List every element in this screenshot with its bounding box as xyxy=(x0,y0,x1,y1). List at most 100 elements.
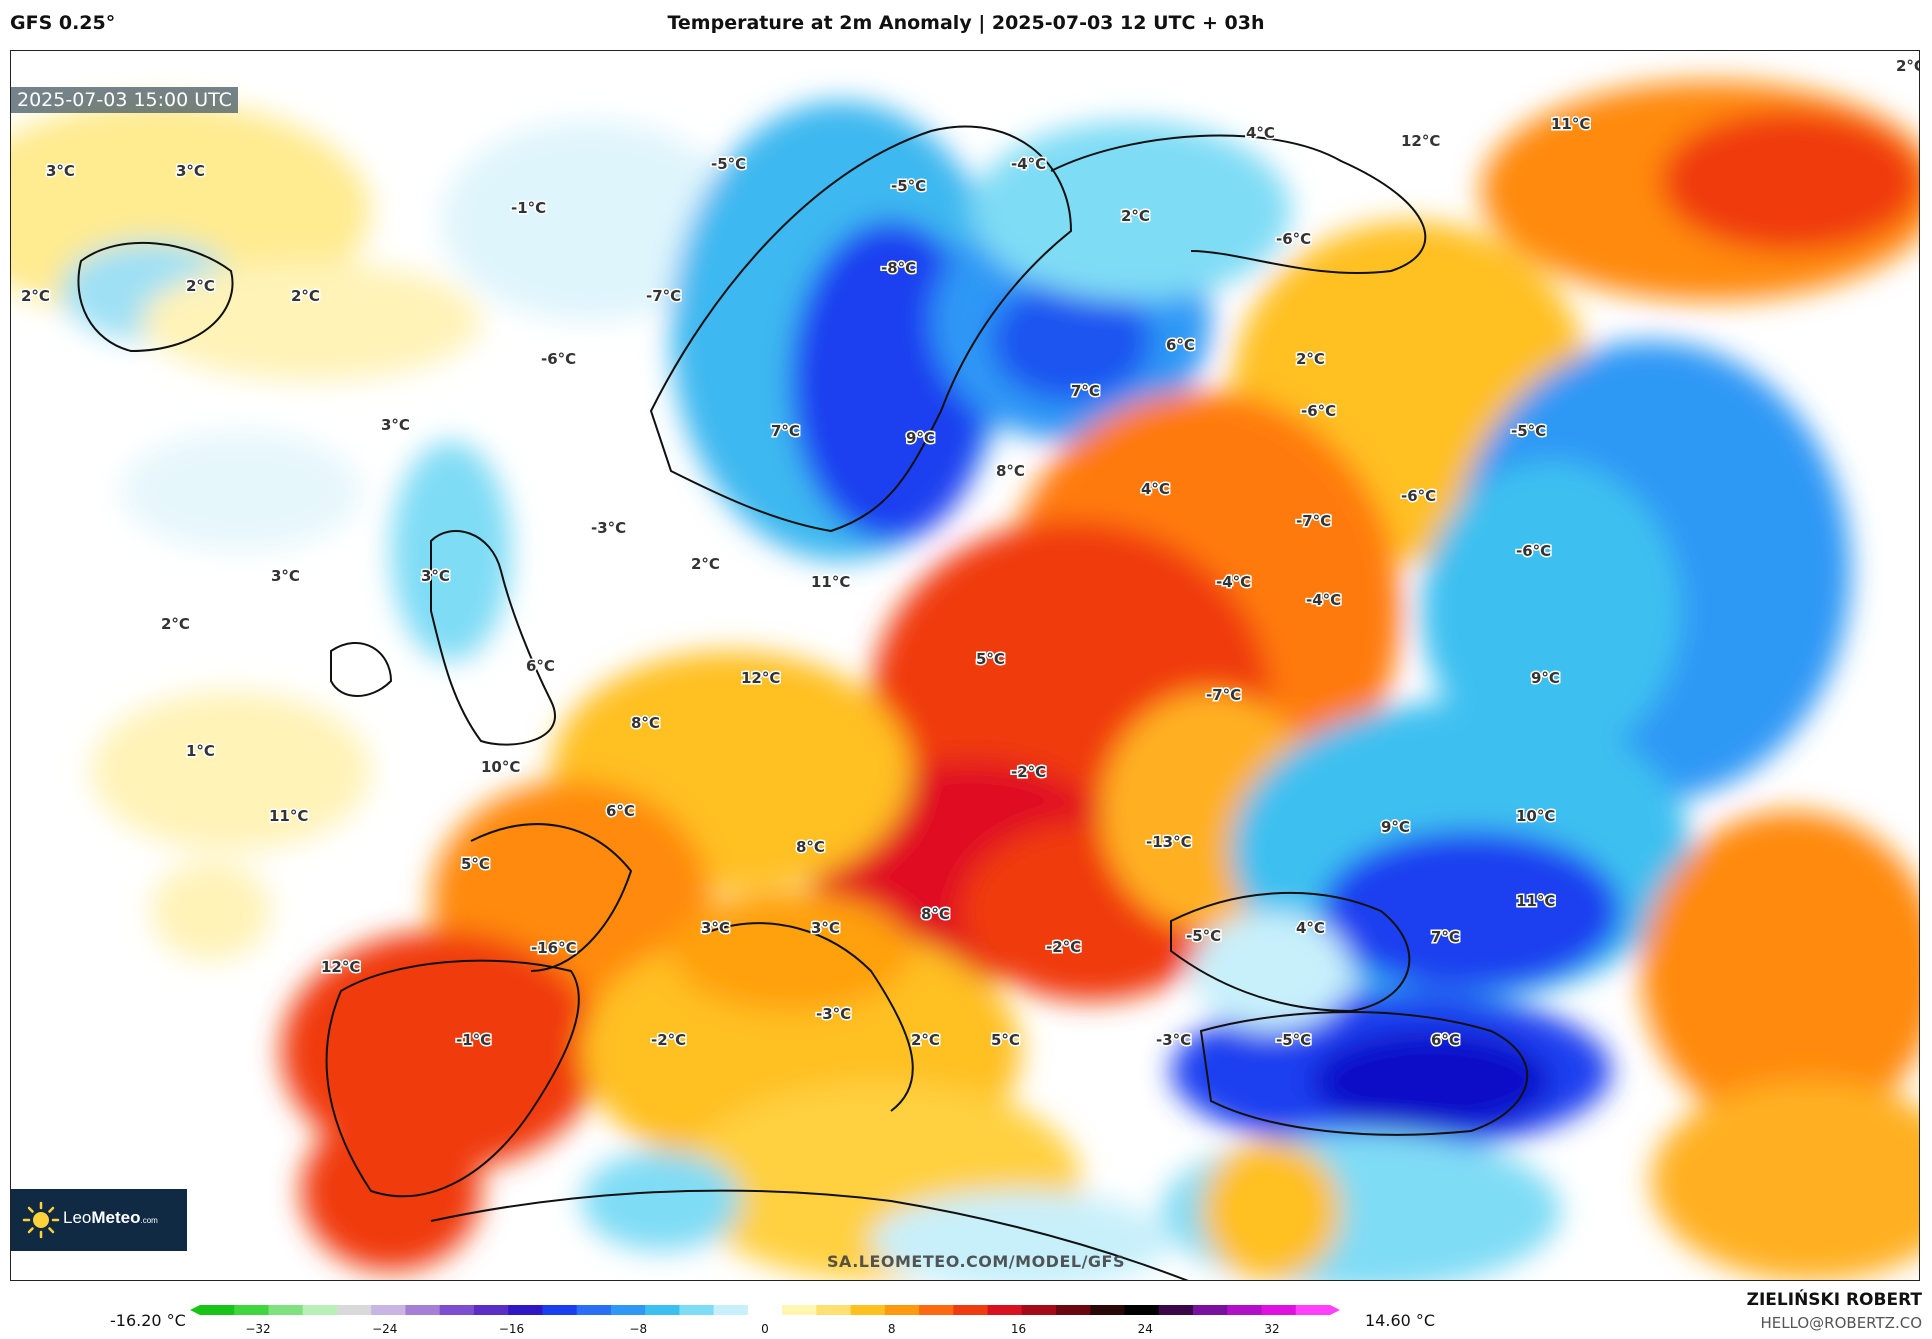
colorbar xyxy=(190,1305,1340,1315)
temperature-label: 8°C xyxy=(796,838,825,856)
colorbar-segment xyxy=(576,1305,612,1315)
colorbar-tick-label: −8 xyxy=(629,1322,648,1336)
temperature-label: 10°C xyxy=(1516,807,1555,825)
colorbar-min-label: -16.20 °C xyxy=(110,1311,186,1330)
temperature-label: 3°C xyxy=(701,919,730,937)
colorbar-segment xyxy=(268,1305,304,1315)
colorbar-segment xyxy=(747,1305,783,1315)
colorbar-segment xyxy=(713,1305,749,1315)
colorbar-segment xyxy=(1227,1305,1263,1315)
temperature-label: 1°C xyxy=(186,742,215,760)
temperature-label: -6°C xyxy=(1301,402,1336,420)
colorbar-segment xyxy=(302,1305,338,1315)
temperature-label: 6°C xyxy=(1431,1031,1460,1049)
colorbar-low-arrow xyxy=(190,1305,200,1315)
temperature-label: 2°C xyxy=(291,287,320,305)
author-name: ZIELIŃSKI ROBERT xyxy=(1746,1290,1922,1310)
temperature-label: -3°C xyxy=(591,519,626,537)
temperature-label: -3°C xyxy=(1156,1031,1191,1049)
temperature-label: 9°C xyxy=(1381,818,1410,836)
temperature-label: -6°C xyxy=(1516,542,1551,560)
temperature-label: 3°C xyxy=(421,567,450,585)
colorbar-segment xyxy=(850,1305,886,1315)
colorbar-segment xyxy=(679,1305,715,1315)
temperature-label: 2°C xyxy=(1296,350,1325,368)
temperature-label: 5°C xyxy=(461,855,490,873)
colorbar-segment xyxy=(919,1305,954,1315)
temperature-label: 7°C xyxy=(771,422,800,440)
logo-text: LeoMeteo.com xyxy=(63,1208,158,1227)
temperature-label: 4°C xyxy=(1141,480,1170,498)
temperature-label: 4°C xyxy=(1246,124,1275,142)
temperature-label: -5°C xyxy=(1186,927,1221,945)
colorbar-high-arrow xyxy=(1330,1305,1340,1315)
temperature-label: -4°C xyxy=(1011,155,1046,173)
temperature-label: 9°C xyxy=(1531,669,1560,687)
colorbar-segment xyxy=(816,1305,852,1315)
temperature-label: 6°C xyxy=(526,657,555,675)
temperature-label: -13°C xyxy=(1146,833,1192,851)
temperature-label: -7°C xyxy=(1296,512,1331,530)
temperature-label: -2°C xyxy=(1046,938,1081,956)
colorbar-segment xyxy=(336,1305,372,1315)
temperature-label: 10°C xyxy=(481,758,520,776)
model-url-watermark: SA.LEOMETEO.COM/MODEL/GFS xyxy=(827,1252,1125,1271)
temperature-label: -4°C xyxy=(1216,573,1251,591)
temperature-label: 11°C xyxy=(1551,115,1590,133)
map-title: Temperature at 2m Anomaly | 2025-07-03 1… xyxy=(667,12,1265,34)
colorbar-tick-label: 8 xyxy=(887,1322,896,1336)
colorbar-segment xyxy=(200,1305,235,1315)
temperature-label: -6°C xyxy=(541,350,576,368)
temperature-label: 2°C xyxy=(21,287,50,305)
anomaly-field: 3°C 3°C 2°C 2°C 2°C -1°C -5°C -5°C -4°C 4°C 12°C 11… xyxy=(11,56,1920,1280)
temperature-label: 5°C xyxy=(976,650,1005,668)
temperature-label: -16°C xyxy=(531,939,577,957)
temperature-label: -2°C xyxy=(1011,763,1046,781)
temperature-label: -6°C xyxy=(1401,487,1436,505)
temperature-label: 11°C xyxy=(1516,892,1555,910)
colorbar-segment xyxy=(542,1305,578,1315)
temperature-label: 11°C xyxy=(269,807,308,825)
temperature-label: 3°C xyxy=(811,919,840,937)
colorbar-tick-label: −24 xyxy=(372,1322,398,1336)
colorbar-segment xyxy=(884,1305,920,1315)
valid-time-badge: 2025-07-03 15:00 UTC xyxy=(11,87,238,113)
temperature-label: -5°C xyxy=(1511,422,1546,440)
colorbar-tick-label: 0 xyxy=(761,1322,769,1336)
coastlines xyxy=(77,125,1529,1280)
temperature-label: -1°C xyxy=(456,1031,491,1049)
temperature-label: 12°C xyxy=(741,669,780,687)
temperature-label: 2°C xyxy=(161,615,190,633)
temperature-label: -5°C xyxy=(1276,1031,1311,1049)
colorbar-segment xyxy=(1261,1305,1297,1315)
temperature-label: 3°C xyxy=(271,567,300,585)
author-email: HELLO@ROBERTZ.CO xyxy=(1760,1314,1922,1332)
colorbar-segment xyxy=(610,1305,646,1315)
colorbar-segment xyxy=(439,1305,475,1315)
temperature-label: 12°C xyxy=(321,958,360,976)
temperature-label: 3°C xyxy=(46,162,75,180)
anomaly-shading xyxy=(11,81,1919,1280)
colorbar-tick-label: −16 xyxy=(498,1322,525,1336)
temperature-label: -8°C xyxy=(881,259,916,277)
colorbar-segment xyxy=(987,1305,1023,1315)
colorbar-segment xyxy=(1021,1305,1057,1315)
colorbar-segment xyxy=(1158,1305,1194,1315)
temperature-label: -2°C xyxy=(651,1031,686,1049)
map-area: 3°C 3°C 2°C 2°C 2°C -1°C -5°C -5°C -4°C 4°C 12°C 11… xyxy=(10,50,1920,1281)
colorbar-segment xyxy=(1295,1305,1331,1315)
temperature-label: -5°C xyxy=(711,155,746,173)
temperature-label: -7°C xyxy=(646,287,681,305)
colorbar-segment xyxy=(1193,1305,1228,1315)
temperature-label: 7°C xyxy=(1431,928,1460,946)
colorbar-segment xyxy=(508,1305,543,1315)
temperature-label: 2°C xyxy=(1896,57,1920,75)
colorbar-segment xyxy=(405,1305,441,1315)
colorbar-tick-label: 32 xyxy=(1264,1322,1280,1336)
temperature-label: 5°C xyxy=(991,1031,1020,1049)
leometeo-logo: LeoMeteo.com xyxy=(11,1189,187,1251)
colorbar-segment xyxy=(645,1305,680,1315)
colorbar-segment xyxy=(782,1305,817,1315)
temperature-label: -7°C xyxy=(1206,686,1241,704)
temperature-label: 8°C xyxy=(921,905,950,923)
